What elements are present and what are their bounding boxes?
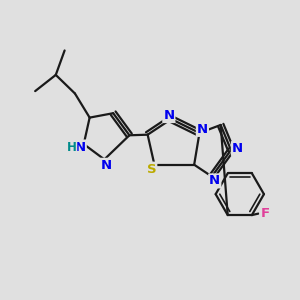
Text: N: N: [100, 159, 111, 172]
Text: N: N: [75, 141, 86, 154]
Text: H: H: [66, 141, 76, 154]
Text: N: N: [209, 174, 220, 188]
Text: N: N: [232, 142, 243, 155]
Text: S: S: [147, 163, 156, 176]
Text: F: F: [260, 206, 269, 220]
Text: N: N: [163, 109, 174, 122]
Text: N: N: [197, 123, 208, 136]
